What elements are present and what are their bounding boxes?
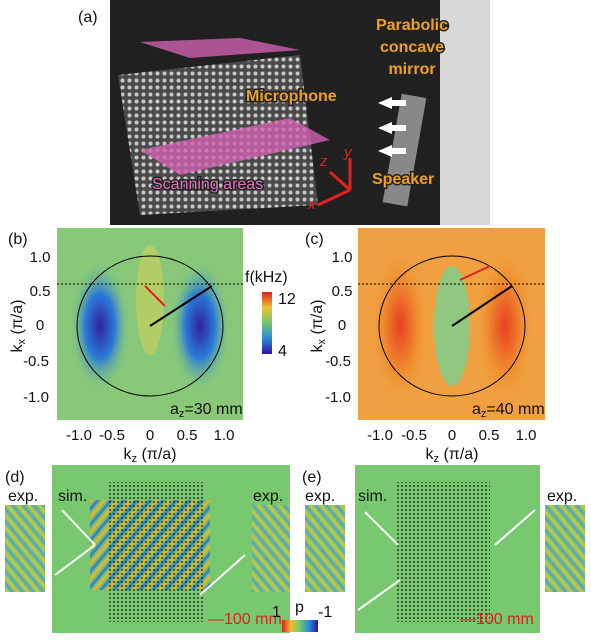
axis-letter: x [307, 196, 316, 213]
y-tick-label: 0.5 [30, 283, 51, 300]
label: sim. [58, 488, 87, 505]
label: exp. [547, 488, 577, 505]
panel-a: (a) Parabolic concave mirror Microphone … [78, 0, 490, 225]
scale-bar: —100 mm [208, 611, 282, 628]
axis-letter: z [319, 153, 328, 170]
y-tick-label: 0 [36, 317, 44, 334]
y-tick-label: -0.5 [325, 353, 351, 370]
x-axis-label: kz (π/a) [124, 446, 177, 465]
panel-label: (d) [5, 469, 25, 486]
y-tick-label: 1.0 [30, 249, 51, 266]
y-axis-label: kx (π/a) [309, 300, 328, 353]
panel-d: (d) exp. sim. exp. —100 mm [5, 465, 290, 633]
panel-label: (c) [305, 231, 324, 248]
panel-b: (b) 1.0 0.5 0 -0.5 -1.0 -1.0 -0.5 0 0.5 … [8, 228, 243, 465]
annotation: az=30 mm [170, 401, 243, 420]
colorbar: 1 p -1 [272, 599, 332, 632]
y-tick-label: 0.5 [332, 283, 353, 300]
x-tick-label: 0 [448, 427, 456, 444]
x-tick-label: -0.5 [99, 427, 125, 444]
inset [545, 505, 585, 592]
label: sim. [358, 488, 387, 505]
label: exp. [305, 488, 335, 505]
x-tick-label: -1.0 [367, 427, 393, 444]
panel-label: (b) [8, 231, 28, 248]
x-tick-label: 1.0 [214, 427, 235, 444]
x-tick-label: 1.0 [516, 427, 537, 444]
panel-label: (e) [302, 469, 322, 486]
x-axis-label: kz (π/a) [426, 446, 479, 465]
inset [305, 505, 345, 592]
colorbar-label: -1 [318, 604, 332, 621]
x-tick-label: 0.5 [479, 427, 500, 444]
colorbar-title: p [295, 599, 304, 616]
annotation: Parabolic [376, 17, 448, 34]
annotation: az=40 mm [472, 401, 545, 420]
panel-e: (e) exp. sim. exp. —100 mm [302, 465, 585, 633]
inset [5, 505, 45, 592]
x-tick-label: -0.5 [401, 427, 427, 444]
annotation: Microphone [246, 88, 337, 105]
annotation: Speaker [372, 171, 434, 188]
x-tick-label: 0 [146, 427, 154, 444]
panel-label: (a) [78, 9, 98, 26]
colorbar: f(kHz) 12 4 [245, 269, 296, 360]
annotation: Scanning areas [152, 176, 263, 193]
colorbar-label: 1 [272, 604, 281, 621]
label: exp. [8, 488, 38, 505]
label: exp. [253, 488, 283, 505]
y-tick-label: -0.5 [23, 353, 49, 370]
panel-c: (c) 1.0 0.5 0 -0.5 -1.0 -1.0 -0.5 0 0.5 … [305, 228, 545, 465]
colorbar-title: f(kHz) [245, 269, 288, 286]
axis-letter: y [343, 144, 353, 161]
annotation: mirror [388, 61, 435, 78]
annotation: concave [380, 39, 444, 56]
scale-bar: —100 mm [460, 611, 534, 628]
x-tick-label: -1.0 [66, 427, 92, 444]
y-tick-label: -1.0 [325, 389, 351, 406]
y-tick-label: -1.0 [23, 389, 49, 406]
y-tick-label: 0 [338, 317, 346, 334]
colorbar-label: 12 [278, 291, 296, 308]
y-tick-label: 1.0 [332, 249, 353, 266]
x-tick-label: 0.5 [177, 427, 198, 444]
y-axis-label: kx (π/a) [9, 300, 28, 353]
colorbar-label: 4 [278, 343, 287, 360]
inset [252, 505, 290, 592]
